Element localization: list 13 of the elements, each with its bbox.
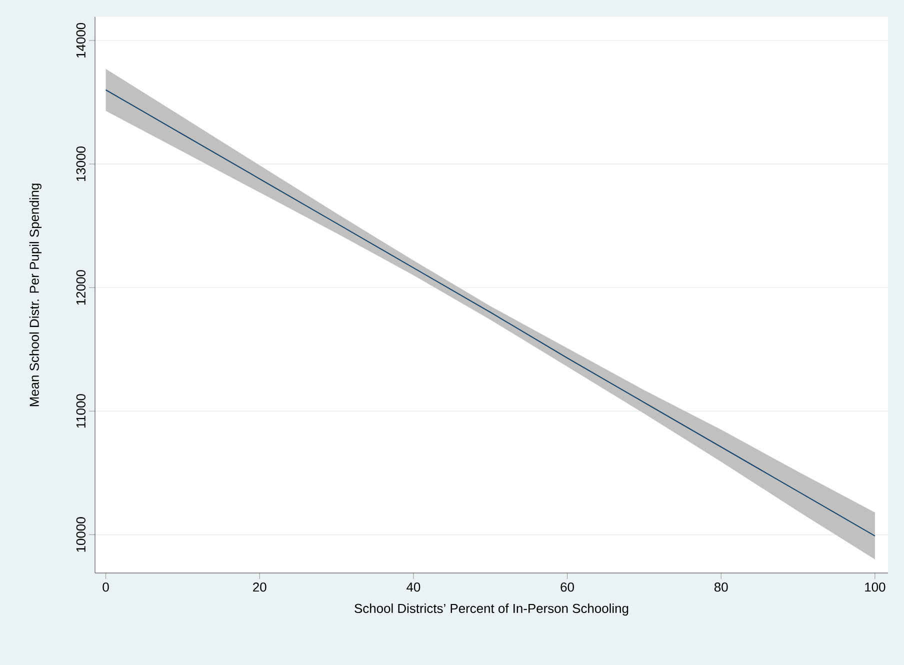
y-axis-title: Mean School Distr. Per Pupil Spending <box>29 184 42 406</box>
y-tick-label: 10000 <box>76 517 86 552</box>
y-tick-label: 11000 <box>76 394 86 428</box>
x-tick-label: 80 <box>714 582 728 592</box>
x-tick-label: 0 <box>102 582 109 592</box>
x-tick-label: 20 <box>253 582 266 592</box>
x-axis-title: School Districts’ Percent of In-Person Schooling <box>354 604 628 616</box>
x-tick-label: 60 <box>560 582 574 592</box>
y-tick-label: 13000 <box>76 146 86 182</box>
x-tick-label: 100 <box>865 582 886 592</box>
x-tick-label: 40 <box>406 582 420 592</box>
y-tick-label: 14000 <box>76 22 86 58</box>
y-tick-label: 12000 <box>76 270 86 305</box>
